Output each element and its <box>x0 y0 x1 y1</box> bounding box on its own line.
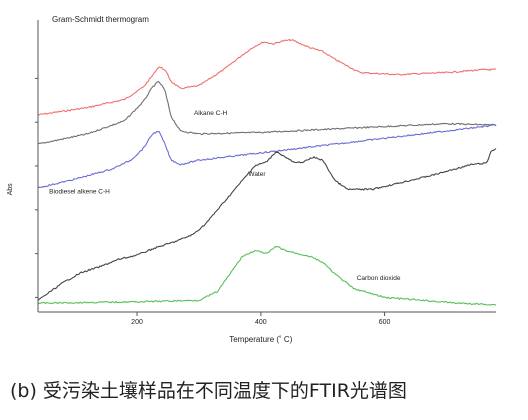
series-line-4 <box>37 148 497 301</box>
x-axis-label: Temperature (˚ C) <box>229 335 292 344</box>
series-layer <box>37 38 497 306</box>
x-tick-label: 200 <box>131 319 143 326</box>
ticks-layer: 200 400 600 <box>35 77 391 326</box>
series-line-3 <box>37 124 497 189</box>
y-axis-label: Abs <box>7 183 14 196</box>
chart-title: Gram-Schmidt thermogram <box>52 15 149 24</box>
series-line-5 <box>37 245 497 306</box>
figure-caption: (b) 受污染土壤样品在不同温度下的FTIR光谱图 <box>10 380 407 402</box>
annotation-label: Water <box>248 171 266 178</box>
axes-layer <box>37 20 496 313</box>
ftir-chart: 200 400 600 Gram-Schmidt thermogram Temper… <box>7 15 497 344</box>
chart-svg: 200 400 600 Gram-Schmidt thermogram Temper… <box>7 15 497 344</box>
annotation-label: Biodiesel alkene C-H <box>49 189 110 196</box>
x-tick-label: 600 <box>379 319 391 326</box>
annotation-label: Carbon dioxide <box>357 275 401 282</box>
series-line-1 <box>37 38 496 116</box>
annotation-label: Alkane C-H <box>194 110 228 117</box>
series-line-2 <box>37 80 497 145</box>
x-tick-label: 400 <box>255 319 267 326</box>
annotations-layer: Alkane C-H Biodiesel alkene C-H Water Carbo… <box>49 110 401 282</box>
